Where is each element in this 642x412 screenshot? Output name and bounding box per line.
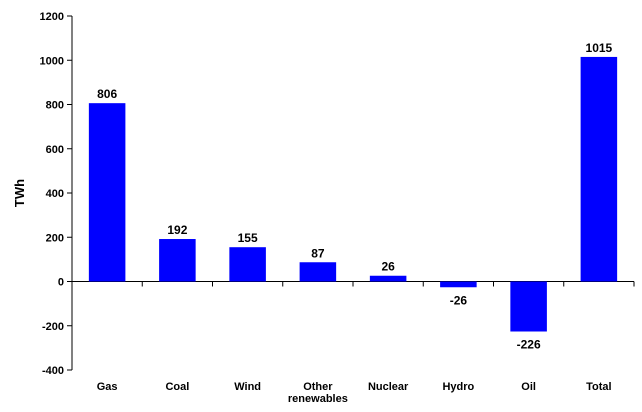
y-tick-label: 1200 — [40, 11, 64, 23]
y-tick-label: 600 — [46, 144, 64, 156]
bar — [88, 103, 126, 282]
category-label: Gas — [97, 381, 118, 393]
bar — [299, 262, 337, 282]
bar — [159, 239, 196, 282]
data-label: 155 — [238, 231, 258, 245]
y-axis-label: TWh — [12, 179, 27, 207]
category-label: Other renewables — [288, 381, 348, 405]
bar — [580, 56, 618, 282]
bar — [510, 281, 547, 332]
data-label: -26 — [450, 293, 468, 307]
data-label: 806 — [97, 87, 117, 101]
category-label: Coal — [165, 381, 189, 393]
bars — [88, 56, 618, 332]
y-tick-label: 800 — [46, 100, 64, 112]
y-tick-label: 1000 — [40, 55, 64, 67]
data-label: -226 — [517, 338, 541, 352]
bar — [229, 247, 266, 282]
data-label: 192 — [167, 223, 187, 237]
category-label: Nuclear — [368, 381, 409, 393]
y-tick-label: -400 — [42, 365, 64, 377]
category-label: Hydro — [442, 381, 474, 393]
y-tick-label: 0 — [58, 277, 64, 289]
y-tick-label: 400 — [46, 188, 64, 200]
bar — [440, 281, 477, 288]
category-labels: Gas Coal Wind Other renewables Nuclear Hydro Oi… — [97, 381, 612, 405]
data-label: 87 — [311, 246, 325, 260]
data-labels: 806 192 155 87 26 -26 -226 1015 — [97, 41, 612, 352]
category-label: Oil — [521, 381, 536, 393]
y-tick-label: -200 — [42, 321, 64, 333]
data-label: 1015 — [586, 41, 613, 55]
y-tick-label: 200 — [46, 232, 64, 244]
data-label: 26 — [381, 260, 395, 274]
category-label: Total — [586, 381, 611, 393]
bar — [369, 275, 407, 282]
category-label: Wind — [234, 381, 261, 393]
